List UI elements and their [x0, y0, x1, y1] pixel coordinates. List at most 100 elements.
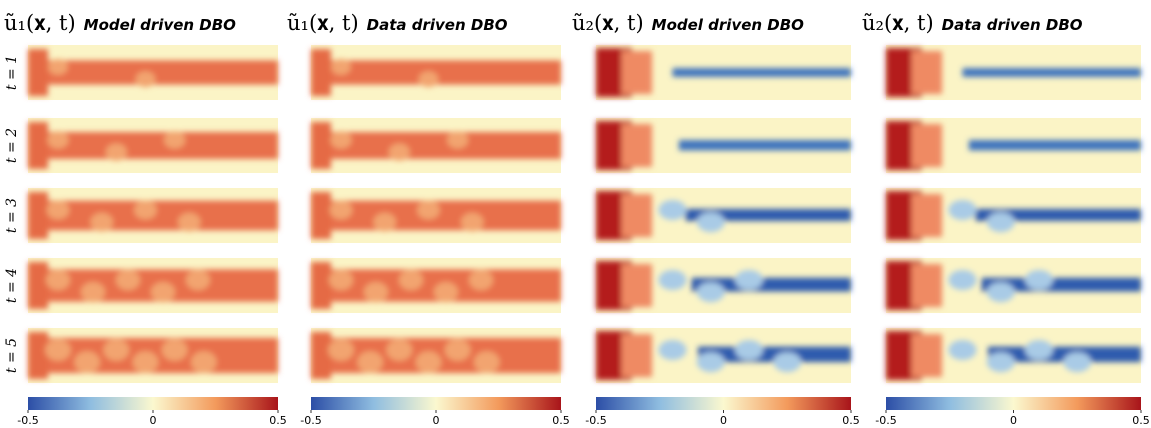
blue-jet — [962, 68, 1141, 77]
inlet — [311, 192, 331, 239]
flow-panel — [886, 188, 1141, 243]
field — [596, 48, 851, 97]
red-wake — [911, 334, 943, 377]
vortex — [468, 269, 494, 291]
vortex — [163, 131, 186, 149]
red-wake — [621, 124, 653, 167]
field-symbol: ũ₂(𝐱, t) — [572, 11, 644, 35]
colorbar-tick-label: -0.5 — [875, 414, 896, 427]
flow-panel — [311, 45, 561, 100]
inlet — [28, 332, 48, 379]
method-title: Data driven DBO — [367, 16, 508, 34]
vortex — [658, 200, 687, 220]
field — [28, 332, 278, 379]
flow-panel — [596, 45, 851, 100]
vortex — [417, 200, 440, 220]
row-label: t = 1 — [4, 55, 20, 90]
vortex — [658, 270, 687, 290]
flow-panel — [28, 118, 278, 173]
blue-jet — [678, 140, 851, 151]
vortex — [735, 270, 763, 290]
inlet — [28, 262, 48, 309]
blue-jet — [968, 140, 1141, 151]
vortex — [45, 339, 71, 361]
column-title: ũ₂(𝐱, t) Data driven DBO — [862, 11, 1083, 35]
flow-panel — [311, 188, 561, 243]
vortex — [696, 212, 725, 233]
vortex — [948, 270, 977, 290]
flow-panel — [596, 118, 851, 173]
vortex — [363, 281, 389, 303]
field — [311, 332, 561, 379]
red-wake — [911, 194, 943, 237]
field-symbol: ũ₁(𝐱, t) — [287, 11, 359, 35]
field — [886, 191, 1141, 240]
inlet — [311, 332, 331, 379]
flow-panel — [886, 258, 1141, 313]
vortex — [773, 352, 802, 373]
field — [886, 261, 1141, 310]
inlet — [28, 49, 48, 96]
field — [886, 331, 1141, 380]
vortex — [90, 212, 114, 232]
flow-panel — [886, 45, 1141, 100]
flow-panel — [886, 118, 1141, 173]
field — [596, 121, 851, 170]
inlet — [28, 192, 48, 239]
vortex — [388, 143, 411, 161]
field — [28, 49, 278, 96]
vortex — [150, 281, 176, 303]
field — [596, 191, 851, 240]
vortex — [74, 351, 101, 374]
field — [28, 262, 278, 309]
blue-jet — [975, 208, 1141, 221]
vortex — [1025, 270, 1053, 290]
vortex — [328, 269, 354, 291]
field — [596, 331, 851, 380]
red-wake — [911, 264, 943, 307]
jet-core — [28, 132, 278, 159]
vortex — [331, 59, 351, 75]
colorbar — [311, 397, 561, 410]
vortex — [1025, 340, 1053, 360]
vortex — [433, 281, 459, 303]
column-title: ũ₁(𝐱, t) Model driven DBO — [4, 11, 236, 35]
row-label: t = 2 — [4, 128, 20, 163]
vortex — [696, 352, 725, 373]
flow-panel — [28, 45, 278, 100]
red-wake — [911, 51, 943, 94]
flow-panel — [28, 258, 278, 313]
colorbar-tick-label: 0.5 — [1132, 414, 1150, 427]
vortex — [185, 269, 211, 291]
field — [311, 262, 561, 309]
vortex — [373, 212, 397, 232]
vortex — [134, 200, 157, 220]
vortex — [473, 351, 500, 374]
method-title: Data driven DBO — [942, 16, 1083, 34]
vortex — [115, 269, 141, 291]
vortex — [177, 212, 201, 232]
flow-panel — [28, 188, 278, 243]
colorbar-tick-label: -0.5 — [17, 414, 38, 427]
vortex — [658, 340, 687, 360]
field — [28, 192, 278, 239]
flow-panel — [596, 188, 851, 243]
vortex — [330, 131, 352, 149]
vortex — [986, 212, 1015, 233]
red-wake — [621, 264, 653, 307]
vortex — [986, 282, 1015, 303]
blue-jet — [672, 68, 851, 77]
vortex — [48, 59, 68, 75]
vortex — [105, 143, 128, 161]
vortex — [328, 339, 354, 361]
colorbar — [28, 397, 278, 410]
inlet — [311, 262, 331, 309]
red-wake — [621, 334, 653, 377]
colorbar — [596, 397, 851, 410]
colorbar — [886, 397, 1141, 410]
colorbar-tick-label: 0 — [720, 414, 727, 427]
vortex — [696, 282, 725, 303]
inlet — [28, 122, 48, 169]
red-wake — [911, 124, 943, 167]
